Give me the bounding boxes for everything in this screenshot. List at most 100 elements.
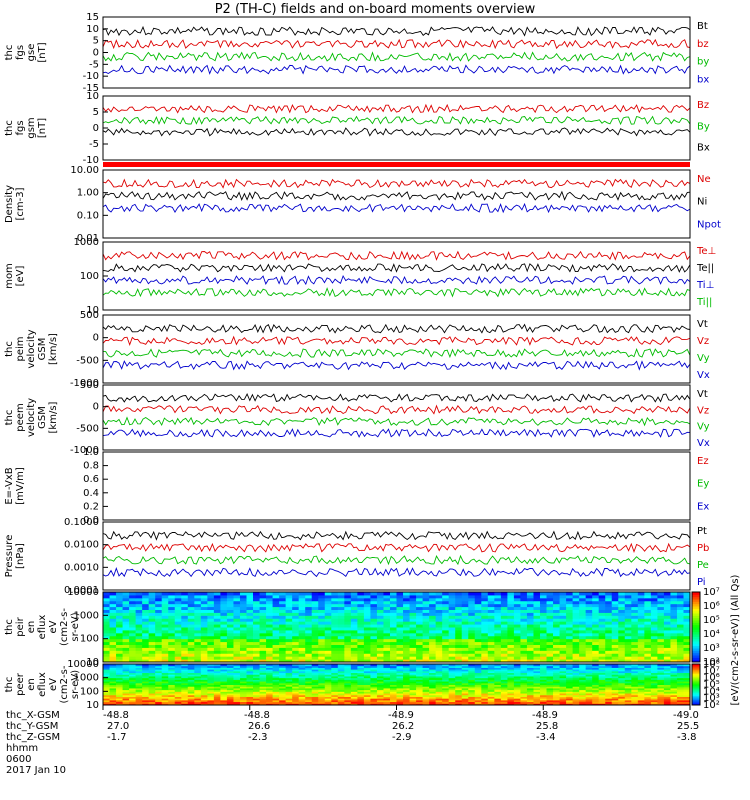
spectrogram-cell: [350, 674, 358, 677]
spectrogram-cell: [253, 603, 261, 608]
spectrogram-cell: [598, 606, 606, 610]
spectrogram-cell: [448, 691, 456, 694]
spectrogram-cell: [389, 674, 397, 677]
spectrogram-cell: [370, 592, 378, 596]
spectrogram-cell: [403, 621, 411, 625]
spectrogram-cell: [129, 597, 137, 602]
spectrogram-cell: [142, 667, 150, 670]
spectrogram-cell: [253, 656, 261, 660]
spectrogram-cell: [363, 627, 371, 631]
spectrogram-cell: [494, 691, 502, 694]
colorbar-cell: [692, 592, 700, 595]
spectrogram-cell: [311, 615, 319, 619]
spectrogram-cell: [200, 699, 208, 703]
spectrogram-cell: [142, 644, 150, 648]
spectrogram-cell: [611, 638, 619, 643]
spectrogram-cell: [566, 667, 574, 670]
series-line-by: [102, 51, 691, 62]
spectrogram-cell: [129, 699, 137, 703]
spectrogram-cell: [116, 638, 124, 643]
spectrogram-cell: [331, 618, 339, 622]
spectrogram-cell: [683, 687, 691, 691]
spectrogram-cell: [474, 609, 482, 613]
spectrogram-cell: [376, 687, 384, 691]
spectrogram-cell: [246, 635, 254, 640]
spectrogram-cell: [553, 672, 561, 675]
spectrogram-cell: [507, 618, 515, 622]
spectrogram-cell: [376, 606, 384, 610]
spectrogram-cell: [605, 672, 613, 675]
spectrogram-cell: [618, 674, 626, 677]
spectrogram-cell: [553, 644, 561, 648]
spectrogram-cell: [233, 669, 241, 672]
spectrogram-cell: [148, 677, 156, 680]
spectrogram-cell: [298, 674, 306, 677]
spectrogram-cell: [566, 664, 574, 667]
spectrogram-cell: [611, 603, 619, 608]
spectrogram-cell: [539, 681, 548, 684]
panel-frame: [102, 241, 691, 311]
y-axis-label: thc: [4, 45, 15, 61]
spectrogram-cell: [103, 609, 111, 613]
spectrogram-cell: [292, 698, 300, 701]
spectrogram-cell: [109, 687, 117, 691]
spectrogram-cell: [670, 632, 678, 637]
spectrogram-cell: [403, 694, 411, 697]
spectrogram-cell: [285, 656, 293, 660]
spectrogram-cell: [135, 594, 143, 599]
spectrogram-cell: [103, 606, 111, 610]
spectrogram-cell: [429, 674, 437, 677]
spectrogram-cell: [494, 659, 502, 663]
spectrogram-cell: [592, 674, 600, 677]
spectrogram-cell: [670, 664, 678, 667]
spectrogram-cell: [292, 594, 300, 599]
spectrogram-cell: [507, 686, 515, 689]
spectrogram-cell: [272, 656, 280, 660]
spectrogram-cell: [553, 699, 561, 703]
spectrogram-cell: [103, 656, 111, 660]
spectrogram-cell: [409, 656, 417, 660]
spectrogram-cell: [572, 693, 580, 696]
spectrogram-cell: [213, 689, 221, 692]
spectrogram-cell: [181, 693, 189, 696]
spectrogram-cell: [416, 659, 424, 663]
spectrogram-cell: [370, 653, 378, 657]
spectrogram-cell: [429, 701, 437, 704]
colorbar-cell: [692, 624, 700, 628]
spectrogram-cell: [194, 696, 202, 699]
spectrogram-cell: [650, 621, 658, 625]
spectrogram-cell: [148, 689, 156, 692]
spectrogram-cell: [429, 647, 437, 651]
spectrogram-cell: [416, 694, 424, 697]
spectrogram-cell: [487, 641, 495, 645]
spectrogram-cell: [324, 691, 332, 694]
spectrogram-cell: [631, 592, 639, 596]
spectrogram-cell: [259, 677, 267, 680]
spectrogram-cell: [422, 600, 430, 605]
spectrogram-cell: [103, 665, 111, 668]
spectrogram-cell: [116, 665, 124, 668]
spectrogram-cell: [259, 650, 267, 654]
spectrogram-cell: [253, 629, 261, 634]
spectrogram-cell: [474, 621, 482, 625]
spectrogram-cell: [318, 606, 326, 610]
spectrogram-cell: [416, 612, 424, 616]
spectrogram-cell: [220, 670, 228, 674]
spectrogram-cell: [200, 665, 208, 668]
spectrogram-cell: [618, 600, 626, 605]
spectrogram-cell: [526, 597, 534, 602]
spectrogram-cell: [520, 669, 528, 672]
spectrogram-cell: [461, 656, 469, 660]
spectrogram-cell: [533, 656, 541, 660]
spectrogram-cell: [194, 679, 202, 682]
spectrogram-cell: [200, 674, 208, 677]
spectrogram-cell: [409, 693, 417, 696]
spectrogram-cell: [116, 627, 124, 631]
spectrogram-cell: [520, 693, 528, 696]
spectrogram-cell: [624, 693, 632, 696]
spectrogram-cell: [500, 670, 508, 674]
panel-frame: [102, 16, 691, 89]
spectrogram-cell: [318, 696, 326, 699]
spectrogram-cell: [526, 686, 534, 689]
spectrogram-cell: [624, 641, 632, 645]
